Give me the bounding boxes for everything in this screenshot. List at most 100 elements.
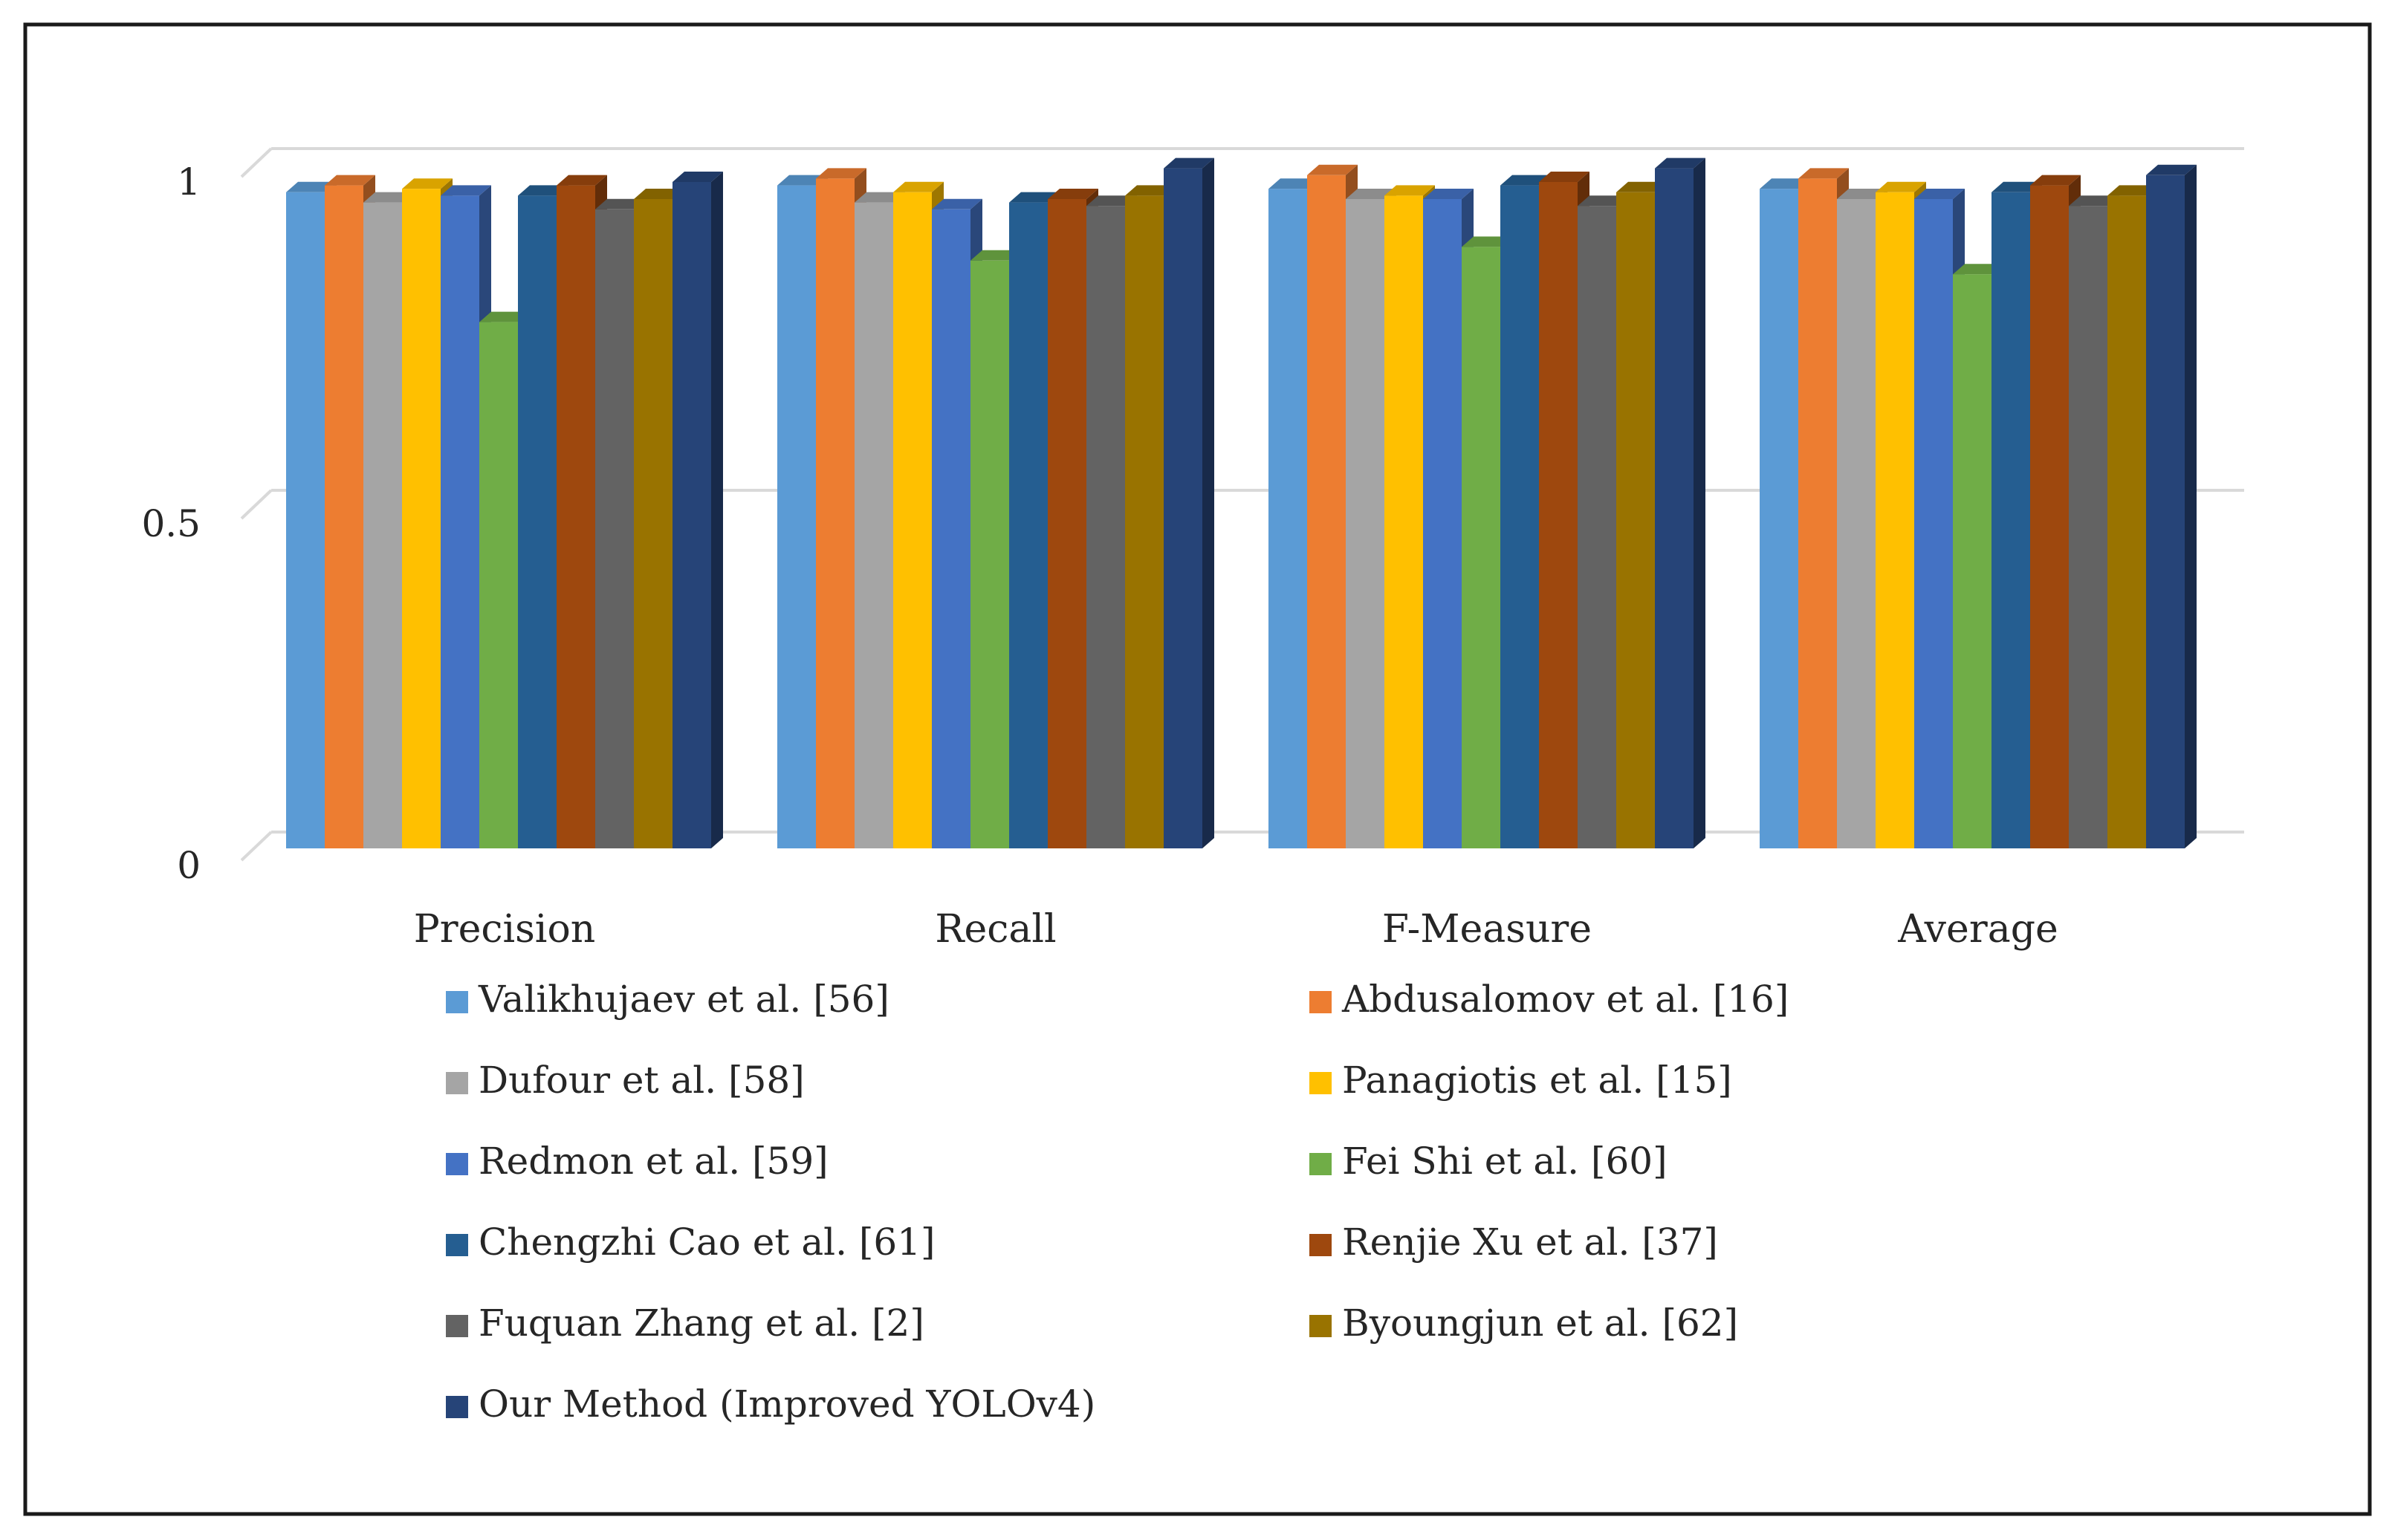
bars bbox=[286, 157, 2197, 849]
bar-top bbox=[855, 192, 905, 203]
legend-label: Our Method (Improved YOLOv4) bbox=[479, 1383, 1095, 1426]
bar-side bbox=[1202, 157, 1214, 849]
bar-top bbox=[325, 175, 375, 186]
bar-top bbox=[673, 172, 723, 182]
bar-top bbox=[1307, 164, 1358, 175]
bar bbox=[595, 209, 634, 848]
category-label: F-Measure bbox=[1382, 907, 1592, 952]
bar-top bbox=[970, 250, 1021, 261]
bar bbox=[518, 195, 557, 848]
bar-top bbox=[1991, 181, 2042, 192]
legend-swatch bbox=[1309, 991, 1332, 1013]
bar-top bbox=[1009, 192, 1060, 203]
bar-top bbox=[634, 189, 684, 199]
bar bbox=[325, 185, 363, 849]
bar bbox=[634, 199, 673, 848]
category-label: Recall bbox=[935, 907, 1056, 952]
legend-swatch bbox=[446, 1396, 468, 1418]
bar-top bbox=[1798, 168, 1849, 179]
bar bbox=[2107, 195, 2146, 848]
bar bbox=[1914, 199, 1953, 848]
bar bbox=[286, 192, 325, 848]
legend-item: Fuquan Zhang et al. [2] bbox=[446, 1302, 924, 1345]
bar bbox=[1307, 175, 1346, 849]
bar-top bbox=[777, 175, 828, 186]
legend-swatch bbox=[1309, 1072, 1332, 1094]
legend-label: Panagiotis et al. [15] bbox=[1342, 1059, 1732, 1102]
bar bbox=[1009, 202, 1048, 849]
bar bbox=[1048, 199, 1086, 848]
bar-top bbox=[1953, 264, 2003, 275]
bar bbox=[1346, 199, 1384, 848]
bar-top bbox=[1500, 175, 1551, 186]
bar bbox=[1616, 192, 1655, 848]
bar bbox=[2030, 185, 2069, 849]
legend-swatch bbox=[446, 991, 468, 1013]
bar-top bbox=[1760, 178, 1810, 189]
bar bbox=[441, 195, 479, 848]
legend-label: Fuquan Zhang et al. [2] bbox=[479, 1302, 924, 1345]
bar bbox=[777, 185, 816, 849]
bar-top bbox=[1462, 236, 1512, 247]
bar bbox=[893, 192, 932, 848]
bar bbox=[1462, 247, 1500, 848]
bar-top bbox=[1048, 189, 1098, 199]
bar-group-average bbox=[1760, 164, 2197, 849]
bar bbox=[1798, 178, 1837, 848]
legend-swatch bbox=[1309, 1153, 1332, 1175]
bar bbox=[2146, 175, 2185, 849]
category-label: Precision bbox=[414, 907, 596, 952]
bar-top bbox=[1423, 189, 1474, 199]
bar-top bbox=[2146, 164, 2197, 175]
legend-item: Chengzhi Cao et al. [61] bbox=[446, 1221, 936, 1264]
bar-top bbox=[1578, 195, 1628, 207]
bar-group-recall bbox=[777, 157, 1214, 849]
bar-top bbox=[2107, 185, 2158, 196]
bar-side bbox=[2185, 164, 2197, 849]
bar bbox=[1837, 199, 1876, 848]
legend-item: Redmon et al. [59] bbox=[446, 1140, 829, 1183]
gridline-depth bbox=[240, 489, 273, 520]
bar bbox=[1125, 195, 1164, 848]
bar bbox=[402, 189, 441, 848]
bar-top bbox=[932, 198, 982, 209]
legend-item: Dufour et al. [58] bbox=[446, 1059, 805, 1102]
bar bbox=[363, 202, 402, 849]
legend-swatch bbox=[1309, 1234, 1332, 1256]
category-labels: Precision Recall F-Measure Average bbox=[414, 907, 2058, 952]
bar bbox=[1539, 182, 1578, 848]
bar-top bbox=[2030, 175, 2081, 186]
bar bbox=[1423, 199, 1462, 848]
bar bbox=[479, 322, 518, 849]
bar bbox=[1876, 192, 1914, 848]
legend-swatch bbox=[1309, 1315, 1332, 1337]
bar-top bbox=[1384, 185, 1435, 196]
bar-top bbox=[1164, 157, 1214, 169]
bar bbox=[1268, 189, 1307, 848]
bar-top bbox=[1125, 185, 1176, 196]
legend-swatch bbox=[446, 1153, 468, 1175]
bar-top bbox=[1616, 181, 1667, 192]
bar-top bbox=[1539, 172, 1589, 182]
legend: Valikhujaev et al. [56] Abdusalomov et al… bbox=[446, 978, 1789, 1426]
bar bbox=[1991, 192, 2030, 848]
y-tick-label: 1 bbox=[177, 160, 201, 204]
bar-side bbox=[1694, 157, 1705, 849]
bar-top bbox=[479, 311, 530, 322]
bar-top bbox=[286, 181, 337, 192]
bar-top bbox=[363, 192, 414, 203]
legend-label: Renjie Xu et al. [37] bbox=[1342, 1221, 1718, 1264]
legend-label: Abdusalomov et al. [16] bbox=[1341, 978, 1789, 1021]
bar-top bbox=[816, 168, 866, 179]
bar bbox=[855, 202, 893, 849]
legend-label: Dufour et al. [58] bbox=[479, 1059, 805, 1102]
bar-top bbox=[1837, 189, 1887, 199]
bar-top bbox=[1914, 189, 1965, 199]
bar bbox=[1655, 168, 1694, 849]
legend-item: Panagiotis et al. [15] bbox=[1309, 1059, 1732, 1102]
legend-item: Valikhujaev et al. [56] bbox=[446, 978, 889, 1021]
legend-item: Our Method (Improved YOLOv4) bbox=[446, 1383, 1095, 1426]
bar bbox=[932, 209, 970, 848]
bar bbox=[673, 182, 711, 848]
